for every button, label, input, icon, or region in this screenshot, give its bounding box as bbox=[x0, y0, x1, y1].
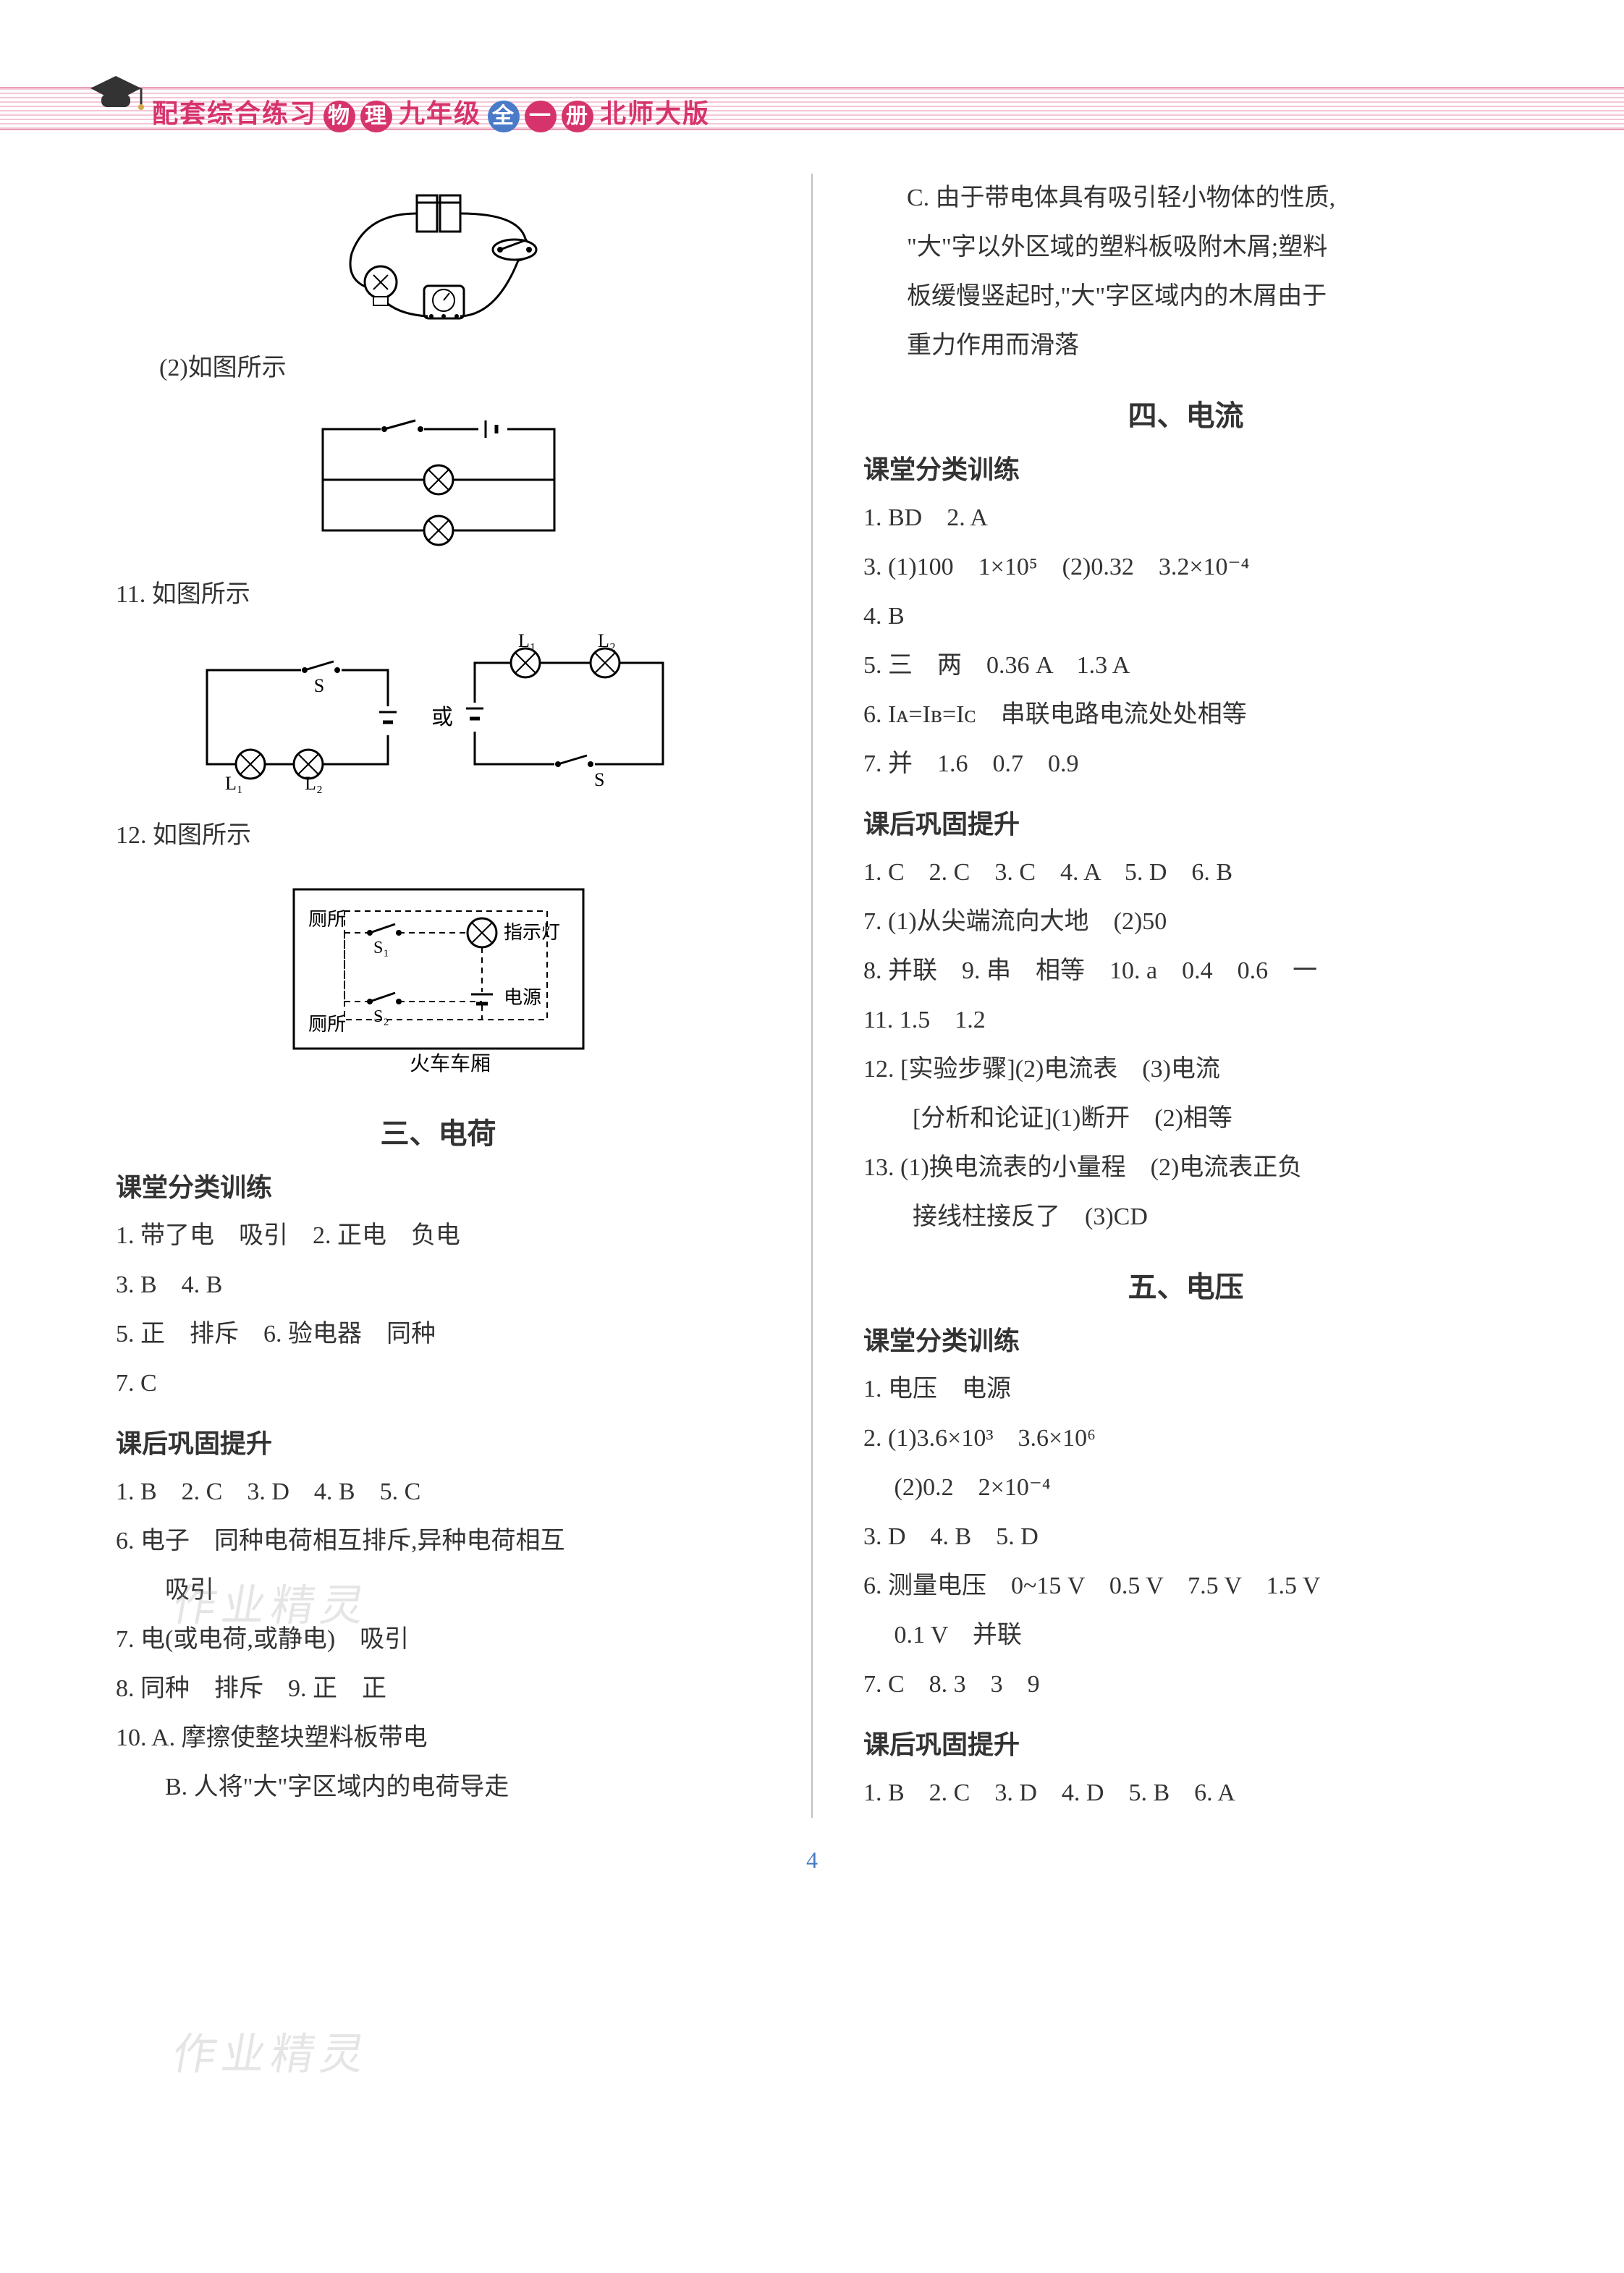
right-column: C. 由于带电体具有吸引轻小物体的性质, "大"字以外区域的塑料板吸附木屑;塑料… bbox=[863, 174, 1508, 1818]
fig1-caption: (2)如图所示 bbox=[116, 344, 761, 393]
s4-h-7: 13. (1)换电流表的小量程 (2)电流表正负 bbox=[863, 1143, 1508, 1193]
svg-text:S₁: S₁ bbox=[373, 939, 389, 957]
s5-c-7: 7. C 8. 3 3 9 bbox=[863, 1660, 1508, 1709]
s3-hw-3: 吸引 bbox=[116, 1566, 761, 1615]
badge-quan: 全 bbox=[488, 101, 520, 132]
s4-h-4: 11. 1.5 1.2 bbox=[863, 996, 1508, 1045]
cont-1: C. 由于带电体具有吸引轻小物体的性质, bbox=[863, 174, 1508, 223]
svg-text:厕所: 厕所 bbox=[308, 909, 346, 930]
page-header: 配套综合练习 物 理 九年级 全 一 册 北师大版 bbox=[0, 58, 1624, 145]
svg-text:S₂: S₂ bbox=[373, 1007, 389, 1026]
svg-text:或: 或 bbox=[431, 706, 453, 729]
figure-q11-circuits: S L₁ L₂ 或 bbox=[116, 634, 761, 797]
s5-c-6: 0.1 V 并联 bbox=[863, 1611, 1508, 1660]
section5-sub1: 课堂分类训练 bbox=[863, 1320, 1508, 1358]
s5-c-2: 2. (1)3.6×10³ 3.6×10⁶ bbox=[863, 1414, 1508, 1463]
svg-text:火车车厢: 火车车厢 bbox=[410, 1052, 491, 1075]
svg-text:厕所: 厕所 bbox=[308, 1014, 346, 1035]
title-mid: 九年级 bbox=[399, 99, 481, 128]
q12-text: 12. 如图所示 bbox=[116, 811, 761, 860]
page-number: 4 bbox=[0, 1847, 1624, 1874]
svg-text:指示灯: 指示灯 bbox=[504, 922, 560, 943]
column-divider bbox=[811, 174, 813, 1818]
s4-h-5: 12. [实验步骤](2)电流表 (3)电流 bbox=[863, 1045, 1508, 1094]
section3-sub2: 课后巩固提升 bbox=[116, 1423, 761, 1460]
s5-c-5: 6. 测量电压 0~15 V 0.5 V 7.5 V 1.5 V bbox=[863, 1562, 1508, 1611]
svg-text:L₁: L₁ bbox=[518, 634, 536, 651]
section4-sub1: 课堂分类训练 bbox=[863, 449, 1508, 486]
s4-h-8: 接线柱接反了 (3)CD bbox=[863, 1193, 1508, 1242]
s3-class-4: 7. C bbox=[116, 1359, 761, 1408]
s4-h-1: 1. C 2. C 3. C 4. A 5. D 6. B bbox=[863, 848, 1508, 897]
section5-sub2: 课后巩固提升 bbox=[863, 1724, 1508, 1761]
s3-hw-4: 7. 电(或电荷,或静电) 吸引 bbox=[116, 1615, 761, 1664]
cont-4: 重力作用而滑落 bbox=[863, 321, 1508, 371]
section3-sub1: 课堂分类训练 bbox=[116, 1167, 761, 1204]
figure-parallel-bulbs bbox=[116, 407, 761, 556]
s3-hw-1: 1. B 2. C 3. D 4. B 5. C bbox=[116, 1468, 761, 1517]
figure-circuit-physical bbox=[116, 188, 761, 329]
graduation-cap-icon bbox=[87, 72, 145, 116]
s4-c-1: 1. BD 2. A bbox=[863, 494, 1508, 543]
svg-text:L₂: L₂ bbox=[305, 773, 323, 793]
s3-class-3: 5. 正 排斥 6. 验电器 同种 bbox=[116, 1310, 761, 1359]
badge-ce: 册 bbox=[562, 101, 593, 132]
s5-c-4: 3. D 4. B 5. D bbox=[863, 1512, 1508, 1562]
s3-hw-2: 6. 电子 同种电荷相互排斥,异种电荷相互 bbox=[116, 1517, 761, 1566]
badge-yi: 一 bbox=[525, 101, 557, 132]
section4-title: 四、电流 bbox=[863, 392, 1508, 434]
s4-h-6: [分析和论证](1)断开 (2)相等 bbox=[863, 1094, 1508, 1143]
s3-hw-7: B. 人将"大"字区域内的电荷导走 bbox=[116, 1763, 761, 1812]
s5-c-1: 1. 电压 电源 bbox=[863, 1365, 1508, 1414]
header-title: 配套综合练习 物 理 九年级 全 一 册 北师大版 bbox=[152, 93, 710, 132]
svg-text:S: S bbox=[594, 769, 604, 790]
svg-text:电源: 电源 bbox=[504, 987, 541, 1008]
s4-c-6: 7. 并 1.6 0.7 0.9 bbox=[863, 740, 1508, 789]
figure-q12-train: S₁ 厕所 S₂ 厕所 指示灯 电源 bbox=[116, 875, 761, 1088]
svg-text:L₁: L₁ bbox=[225, 773, 243, 793]
s4-c-4: 5. 三 两 0.36 A 1.3 A bbox=[863, 641, 1508, 690]
s4-c-2: 3. (1)100 1×10⁵ (2)0.32 3.2×10⁻⁴ bbox=[863, 543, 1508, 592]
left-column: (2)如图所示 bbox=[116, 174, 761, 1818]
svg-text:S: S bbox=[313, 675, 323, 696]
cont-2: "大"字以外区域的塑料板吸附木屑;塑料 bbox=[863, 223, 1508, 272]
s5-c-3: (2)0.2 2×10⁻⁴ bbox=[863, 1463, 1508, 1512]
s4-h-2: 7. (1)从尖端流向大地 (2)50 bbox=[863, 897, 1508, 947]
section3-title: 三、电荷 bbox=[116, 1110, 761, 1152]
badge-wu: 物 bbox=[323, 101, 355, 132]
s5-h-1: 1. B 2. C 3. D 4. D 5. B 6. A bbox=[863, 1769, 1508, 1818]
title-prefix: 配套综合练习 bbox=[152, 99, 317, 128]
watermark-2: 作业精灵 bbox=[168, 2019, 376, 2082]
s3-class-2: 3. B 4. B bbox=[116, 1261, 761, 1310]
badge-li: 理 bbox=[360, 101, 392, 132]
cont-3: 板缓慢竖起时,"大"字区域内的木屑由于 bbox=[863, 272, 1508, 321]
svg-text:L₂: L₂ bbox=[598, 634, 616, 651]
s3-class-1: 1. 带了电 吸引 2. 正电 负电 bbox=[116, 1211, 761, 1261]
s4-c-5: 6. Iᴀ=Iʙ=Iᴄ 串联电路电流处处相等 bbox=[863, 690, 1508, 740]
s4-h-3: 8. 并联 9. 串 相等 10. a 0.4 0.6 一 bbox=[863, 947, 1508, 996]
section4-sub2: 课后巩固提升 bbox=[863, 803, 1508, 841]
section5-title: 五、电压 bbox=[863, 1264, 1508, 1305]
two-column-content: (2)如图所示 bbox=[0, 174, 1624, 1818]
q11-text: 11. 如图所示 bbox=[116, 570, 761, 619]
s3-hw-5: 8. 同种 排斥 9. 正 正 bbox=[116, 1664, 761, 1714]
title-suffix: 北师大版 bbox=[600, 99, 710, 128]
s3-hw-6: 10. A. 摩擦使整块塑料板带电 bbox=[116, 1714, 761, 1763]
s4-c-3: 4. B bbox=[863, 592, 1508, 641]
